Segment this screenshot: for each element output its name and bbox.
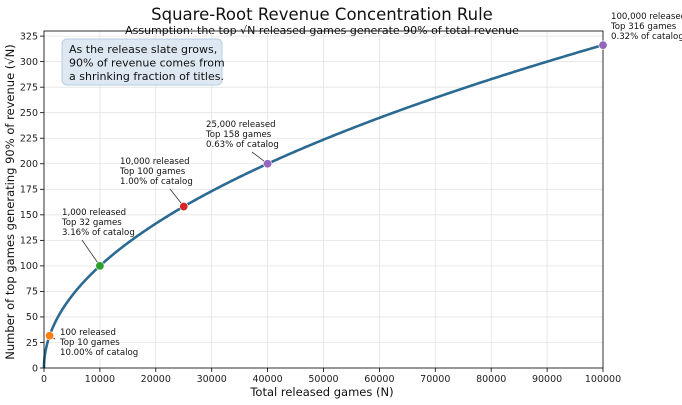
- x-tick-label: 80000: [476, 374, 506, 385]
- x-tick-label: 100000: [585, 374, 621, 385]
- y-tick-label: 275: [20, 82, 38, 93]
- x-tick-label: 30000: [197, 374, 227, 385]
- callout-line-3: a shrinking fraction of titles.: [69, 70, 224, 83]
- annotation-text: Top 100 games: [119, 167, 186, 177]
- annotation-text: 100,000 released: [611, 12, 682, 22]
- annotation-text: 100 released: [60, 328, 116, 338]
- x-axis-label: Total released games (N): [249, 385, 393, 399]
- x-tick-label: 40000: [252, 374, 282, 385]
- y-tick-label: 100: [20, 261, 38, 272]
- data-point: [95, 261, 105, 271]
- callout-background: [61, 38, 223, 86]
- callout-line-1: As the release slate grows,: [69, 43, 217, 56]
- chart-title: Square-Root Revenue Concentration Rule: [151, 5, 493, 24]
- y-tick-label: 200: [20, 159, 38, 170]
- annotation-text: Top 158 games: [205, 130, 272, 140]
- annotation-text: 0.32% of catalog: [611, 32, 682, 42]
- annotation-text: 25,000 released: [206, 120, 276, 130]
- y-tick-label: 50: [26, 312, 38, 323]
- y-axis-label: Number of top games generating 90% of re…: [3, 44, 17, 359]
- data-point: [263, 159, 273, 169]
- y-tick-label: 325: [20, 31, 38, 42]
- y-tick-label: 25: [26, 338, 38, 349]
- annotation-arrow: [81, 239, 101, 267]
- callout-line-2: 90% of revenue comes from: [69, 57, 225, 70]
- x-tick-label: 20000: [141, 374, 171, 385]
- y-tick-label: 300: [20, 57, 38, 68]
- annotation-text: 10,000 released: [120, 157, 190, 167]
- x-tick-label: 60000: [364, 374, 394, 385]
- callout-box: As the release slate grows, 90% of reven…: [61, 38, 225, 86]
- x-tick-label: 70000: [420, 374, 450, 385]
- chart-subtitle: Assumption: the top √N released games ge…: [125, 24, 519, 37]
- annotation-text: 1,000 released: [62, 208, 126, 218]
- point-layer: [45, 40, 608, 341]
- x-tick-label: 90000: [532, 374, 562, 385]
- y-tick-label: 250: [20, 108, 38, 119]
- annotation-text: 1.00% of catalog: [120, 177, 193, 187]
- x-tick-label: 10000: [85, 374, 115, 385]
- data-point: [179, 202, 189, 212]
- y-tick-label: 175: [20, 185, 38, 196]
- annotation-text: 0.63% of catalog: [206, 140, 279, 150]
- axes-layer: 0 10000 20000 30000 40000 50000 60000 70000 8000…: [20, 30, 621, 385]
- y-tick-label: 225: [20, 134, 38, 145]
- y-tick-label: 75: [26, 287, 38, 298]
- y-tick-label: 0: [32, 363, 38, 374]
- annotation-text: Top 316 games: [610, 22, 677, 32]
- annotation-text: 3.16% of catalog: [62, 228, 135, 238]
- y-tick-label: 150: [20, 210, 38, 221]
- annotation-text: Top 10 games: [59, 338, 120, 348]
- data-point: [598, 40, 608, 50]
- data-point: [45, 331, 55, 341]
- annotation-text: 10.00% of catalog: [60, 348, 138, 358]
- x-tick-label: 50000: [308, 374, 338, 385]
- annotation-text: Top 32 games: [61, 218, 122, 228]
- x-tick-label: 0: [41, 374, 47, 385]
- y-tick-label: 125: [20, 236, 38, 247]
